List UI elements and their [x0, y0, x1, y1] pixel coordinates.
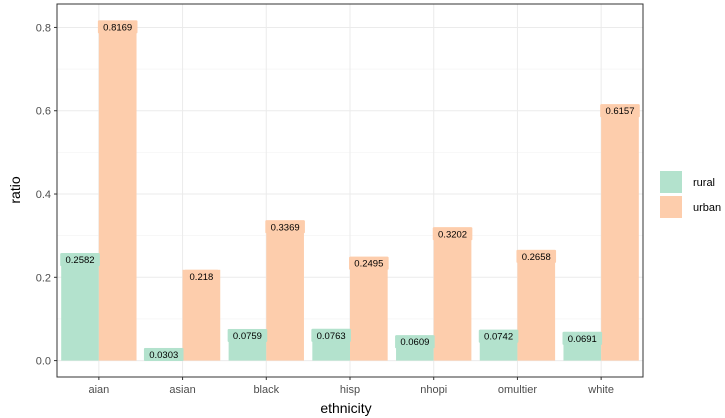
data-label: 0.2582 [65, 255, 94, 266]
y-tick-label: 0.0 [36, 356, 51, 368]
legend-key-urban [660, 196, 682, 218]
x-axis-ticks: aian asian black hisp nhopi omultier white [88, 377, 614, 396]
x-axis-title: ethnicity [320, 400, 371, 416]
data-label: 0.0691 [568, 334, 597, 345]
bar-rural-aian [61, 253, 99, 361]
bar-urban-omultier [517, 249, 556, 361]
data-label: 0.6157 [605, 106, 634, 117]
y-tick-label: 0.6 [36, 106, 51, 118]
y-axis-ticks: 0.0 0.2 0.4 0.6 0.8 [36, 22, 57, 368]
bar-urban-aian [98, 20, 137, 361]
data-label-background [432, 227, 473, 241]
data-label: 0.8169 [103, 22, 132, 33]
x-tick-label: nhopi [420, 384, 447, 396]
data-label: 0.0742 [484, 332, 513, 343]
x-tick-label: white [587, 384, 614, 396]
data-label: 0.3202 [438, 229, 467, 240]
data-label: 0.0609 [400, 337, 429, 348]
data-label-background [516, 249, 557, 263]
legend-label: rural [693, 177, 715, 189]
legend: rural urban [660, 171, 721, 218]
data-label-background [478, 329, 519, 343]
data-label: 0.3369 [271, 222, 300, 233]
bar-urban-asian [182, 269, 221, 361]
data-label: 0.0759 [233, 331, 262, 342]
data-label: 0.2495 [354, 259, 383, 270]
data-label: 0.218 [190, 272, 214, 283]
y-tick-label: 0.4 [36, 189, 51, 201]
bar-urban-black [266, 220, 304, 361]
x-tick-label: omultier [498, 384, 537, 396]
x-tick-label: asian [169, 384, 195, 396]
bar-urban-hisp [350, 256, 388, 361]
data-label-background [349, 256, 389, 270]
x-tick-label: black [253, 384, 279, 396]
data-label-background [311, 328, 351, 342]
data-label: 0.0303 [149, 350, 178, 361]
data-label-background [562, 331, 603, 345]
y-axis-title: ratio [7, 176, 23, 203]
x-tick-label: hisp [340, 384, 360, 396]
x-tick-label: aian [88, 384, 109, 396]
data-label-background [395, 335, 435, 349]
data-label-background [184, 269, 219, 283]
y-tick-label: 0.8 [36, 22, 51, 34]
data-label-background [97, 20, 138, 34]
data-label-background [60, 253, 100, 267]
data-label-background [600, 104, 640, 118]
legend-key-rural [660, 171, 682, 193]
y-tick-label: 0.2 [36, 272, 51, 284]
legend-label: urban [693, 202, 721, 214]
data-label: 0.0763 [317, 331, 346, 342]
data-label-background [227, 328, 268, 342]
bar-urban-nhopi [433, 227, 472, 361]
data-label: 0.2658 [522, 252, 551, 263]
data-label-background [265, 220, 305, 234]
value-labels: 0.2582 0.8169 0.0303 0.218 0.0759 0.3369 0.076… [60, 20, 640, 361]
data-label-background [143, 347, 184, 361]
bar-urban-white [601, 104, 639, 361]
